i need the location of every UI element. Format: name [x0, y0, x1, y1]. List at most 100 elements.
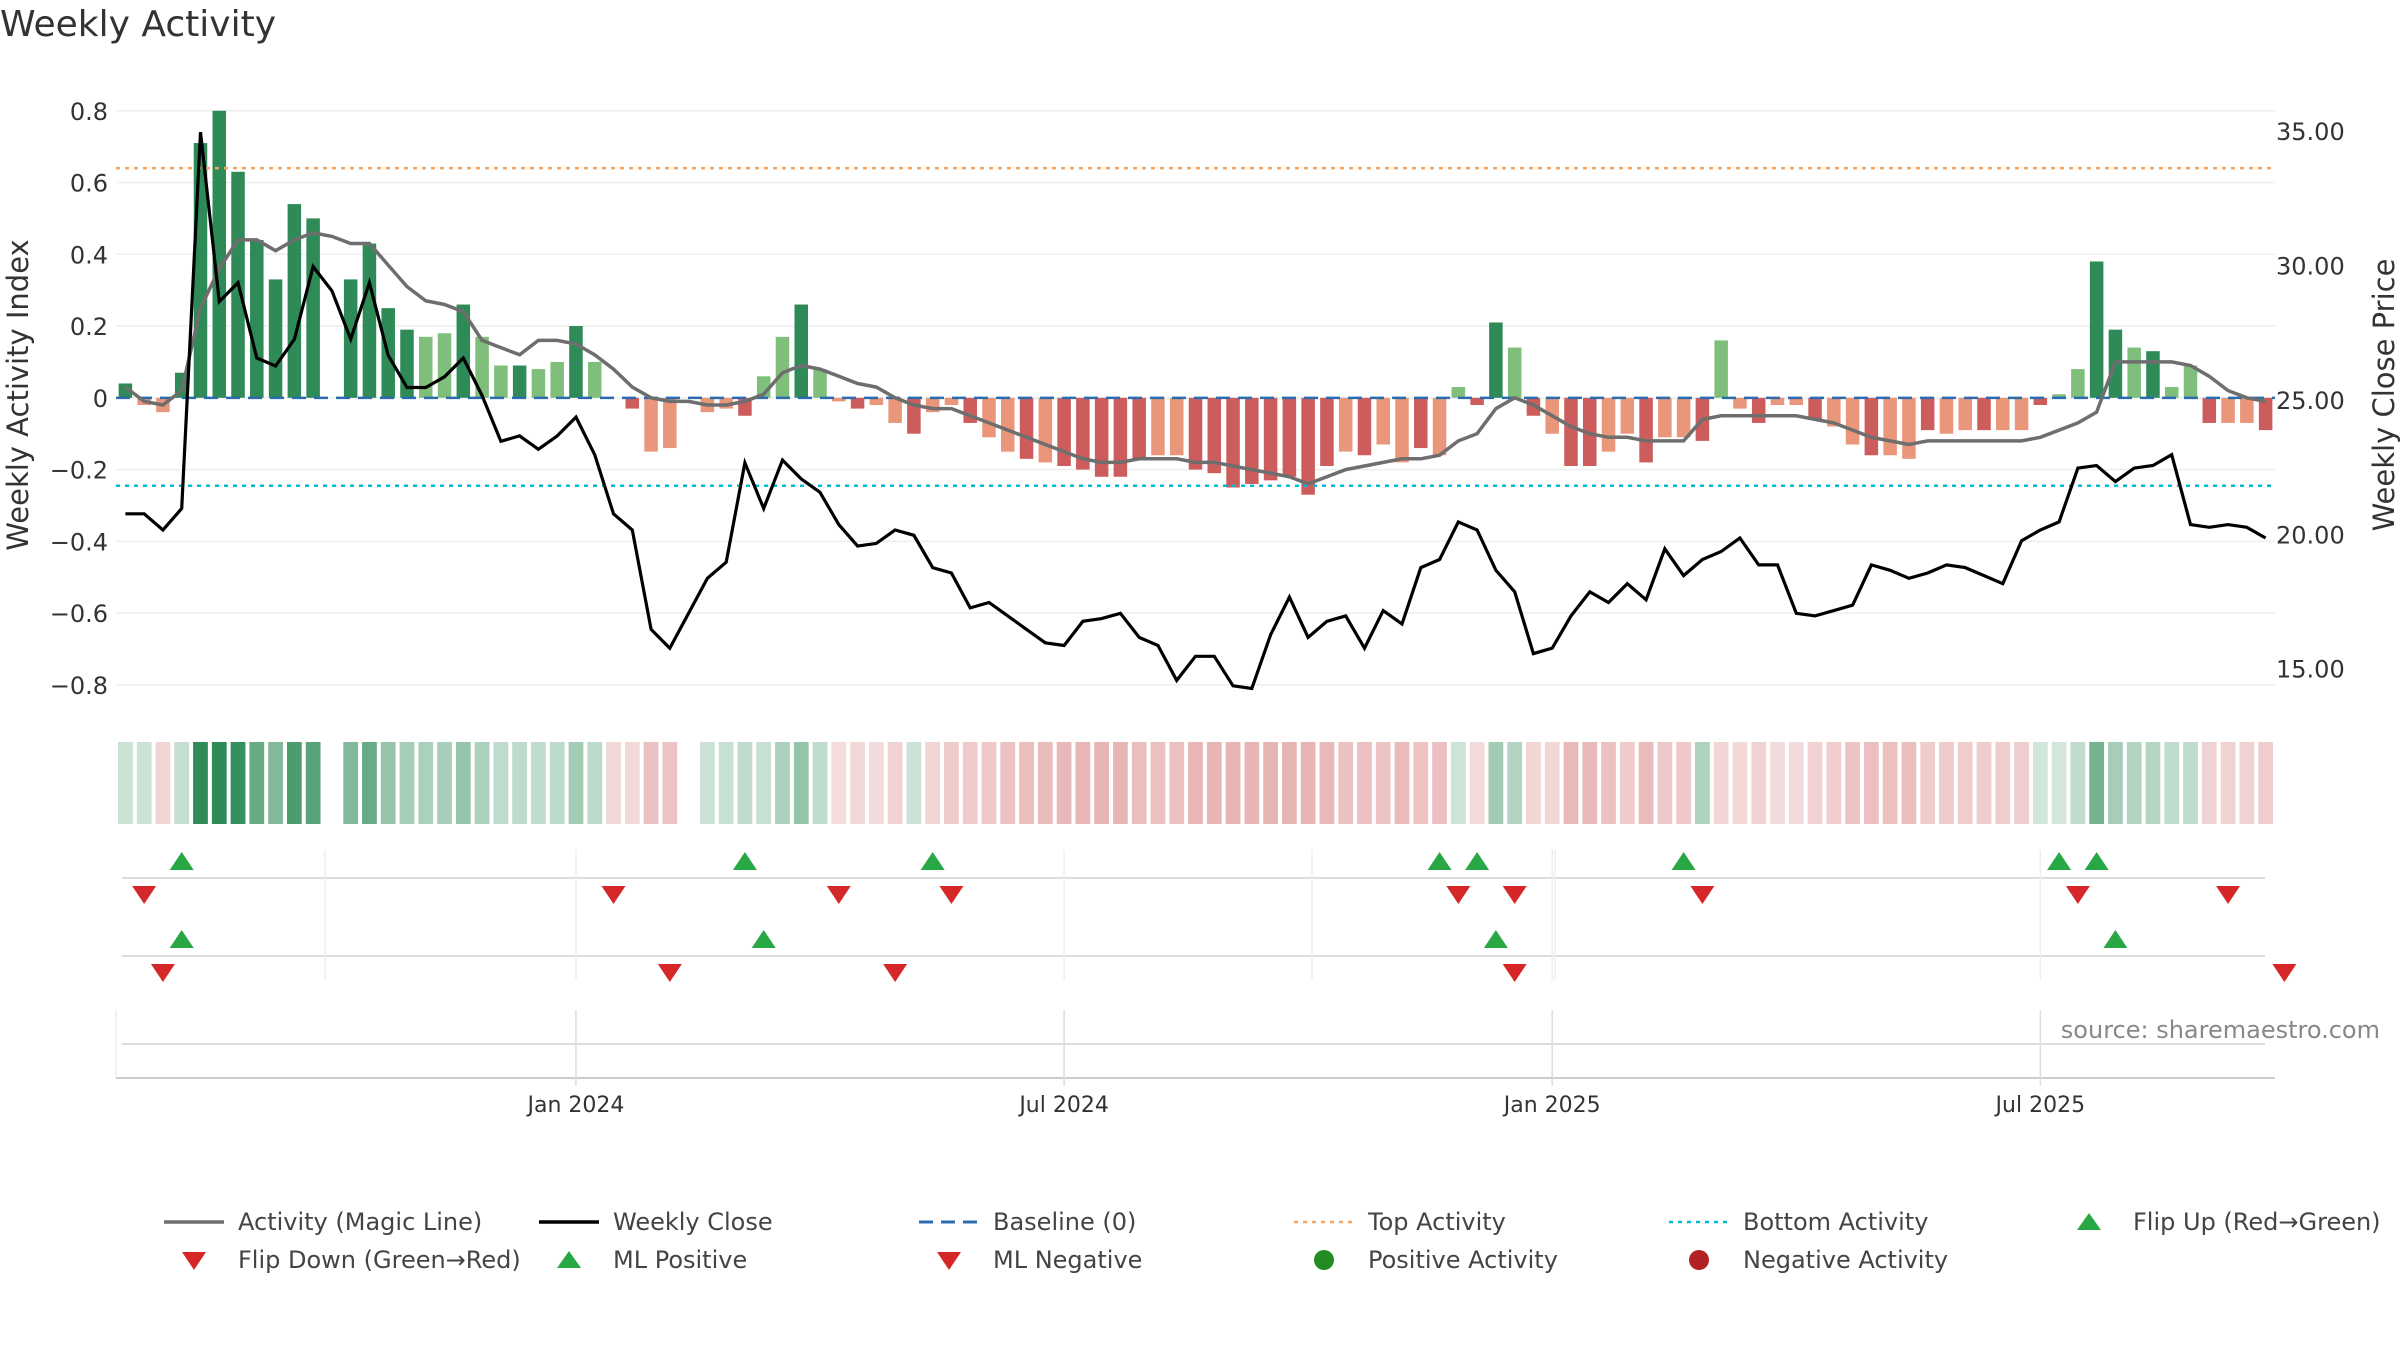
activity-strip-cell — [1601, 742, 1616, 824]
activity-bar — [1845, 397, 1860, 445]
flip-up-marker — [1427, 852, 1452, 870]
dot-green-icon — [1314, 1250, 1334, 1270]
legend-label: Flip Down (Green→Red) — [238, 1246, 521, 1274]
activity-bar — [1620, 397, 1635, 434]
flip-down-marker — [1446, 886, 1471, 904]
activity-strip-cell — [2051, 742, 2067, 824]
activity-bar — [268, 279, 283, 398]
activity-bar — [1958, 397, 1972, 431]
activity-bar — [494, 365, 508, 398]
tri-down-red-icon — [937, 1252, 961, 1270]
activity-bar — [1320, 397, 1334, 466]
activity-bar — [944, 397, 959, 405]
activity-bar — [1451, 387, 1466, 398]
y2-tick-label: 25.00 — [2276, 387, 2345, 415]
line-dot-cyan-icon — [1669, 1220, 1729, 1224]
flip-up-marker — [169, 852, 194, 870]
activity-strip-cell — [868, 742, 884, 824]
activity-bar — [1564, 397, 1578, 466]
y-tick-label: −0.2 — [50, 457, 108, 485]
activity-bar — [1207, 397, 1222, 474]
activity-bar — [2052, 394, 2066, 398]
legend-item: Bottom Activity — [1665, 1204, 1928, 1240]
legend-label: Positive Activity — [1368, 1246, 1558, 1274]
line-dot-orange-icon — [1294, 1220, 1354, 1224]
activity-strip-cell — [1882, 742, 1898, 824]
activity-strip-cell — [1920, 742, 1936, 824]
activity-strip-cell — [1300, 742, 1316, 824]
flip-down-marker — [132, 886, 157, 904]
activity-strip-cell — [418, 742, 434, 824]
activity-strip-cell — [136, 742, 152, 824]
activity-bar — [869, 397, 884, 405]
ml-negative-marker — [150, 964, 175, 982]
activity-bar — [1414, 397, 1428, 449]
activity-bar — [456, 304, 471, 398]
activity-strip-cell — [1995, 742, 2011, 824]
source-label: source: sharemaestro.com — [2061, 1016, 2380, 1044]
legend-label: Flip Up (Red→Green) — [2133, 1208, 2381, 1236]
flip-up-marker — [1671, 852, 1696, 870]
activity-strip-cell — [1319, 742, 1335, 824]
legend-item: Baseline (0) — [915, 1204, 1136, 1240]
activity-bar — [1113, 397, 1128, 477]
activity-strip-cell — [455, 742, 471, 824]
flip-down-marker — [826, 886, 851, 904]
flip-down-marker — [601, 886, 626, 904]
activity-bar — [2221, 397, 2235, 423]
activity-bar — [1395, 397, 1409, 463]
flip-down-marker — [2065, 886, 2090, 904]
activity-strip-cell — [1657, 742, 1673, 824]
flip-up-marker — [732, 852, 757, 870]
legend-item: ML Positive — [535, 1242, 747, 1278]
activity-bar — [1169, 397, 1184, 456]
y2-axis-label: Weekly Close Price — [2367, 259, 2400, 532]
activity-strip-cell — [1544, 742, 1560, 824]
activity-strip-cell — [850, 742, 865, 824]
activity-bar — [644, 397, 658, 452]
ml-positive-marker — [751, 930, 776, 948]
activity-strip-cell — [2239, 742, 2255, 824]
legend-label: Baseline (0) — [993, 1208, 1137, 1236]
legend-item: Weekly Close — [535, 1204, 773, 1240]
flip-up-marker — [2047, 852, 2072, 870]
activity-strip-cell — [1000, 742, 1016, 824]
activity-strip-cell — [305, 742, 321, 824]
y2-tick-label: 20.00 — [2276, 521, 2345, 549]
x-tick-label: Jan 2025 — [1502, 1093, 1601, 1118]
activity-bar — [1470, 397, 1484, 405]
activity-strip-cell — [587, 742, 603, 824]
activity-strip-cell — [662, 742, 678, 824]
magic-line — [124, 230, 2266, 486]
line-dash-blue-icon — [919, 1220, 979, 1224]
flip-up-marker — [2084, 852, 2109, 870]
activity-strip-cell — [1638, 742, 1654, 824]
line-solid-black-icon — [539, 1220, 599, 1224]
legend-item: ML Negative — [915, 1242, 1142, 1278]
activity-strip-cell — [2014, 742, 2029, 824]
activity-bar — [1789, 397, 1804, 405]
activity-strip-cell — [1019, 742, 1034, 824]
y-tick-label: −0.6 — [50, 600, 108, 628]
activity-strip-cell — [1582, 742, 1598, 824]
activity-bar — [531, 369, 546, 398]
activity-strip-cell — [1094, 742, 1110, 824]
activity-strip-cell — [268, 742, 283, 824]
activity-bar — [719, 397, 733, 409]
flip-down-marker — [2216, 886, 2241, 904]
activity-strip-cell — [981, 742, 997, 824]
activity-strip-cell — [1676, 742, 1692, 824]
activity-bar — [1977, 397, 1991, 431]
legend-item: Flip Down (Green→Red) — [160, 1242, 521, 1278]
activity-bar — [1151, 397, 1165, 456]
activity-strip-cell — [2108, 742, 2123, 824]
activity-bar — [1019, 397, 1034, 459]
activity-bar — [1601, 397, 1616, 452]
activity-strip-cell — [1357, 742, 1372, 824]
activity-strip-cell — [1563, 742, 1579, 824]
line-solid-gray-icon — [164, 1220, 224, 1224]
y-tick-label: 0.8 — [70, 98, 108, 126]
activity-strip-cell — [1901, 742, 1917, 824]
x-tick-label: Jul 2024 — [1017, 1093, 1109, 1118]
activity-bar — [813, 369, 827, 398]
